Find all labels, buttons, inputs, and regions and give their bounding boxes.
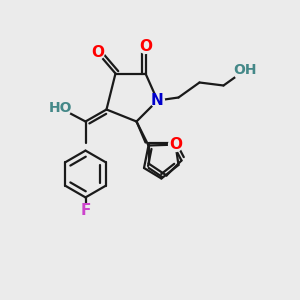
Text: N: N (151, 93, 164, 108)
Text: O: O (139, 39, 152, 54)
Text: O: O (91, 45, 104, 60)
Circle shape (49, 97, 71, 119)
Circle shape (139, 40, 152, 53)
Text: HO: HO (48, 101, 72, 115)
Circle shape (91, 46, 104, 59)
Text: F: F (80, 203, 91, 218)
Circle shape (79, 204, 92, 218)
Circle shape (169, 138, 182, 152)
Text: O: O (169, 137, 182, 152)
Text: OH: OH (233, 64, 256, 77)
Circle shape (151, 94, 164, 107)
Circle shape (234, 60, 255, 81)
